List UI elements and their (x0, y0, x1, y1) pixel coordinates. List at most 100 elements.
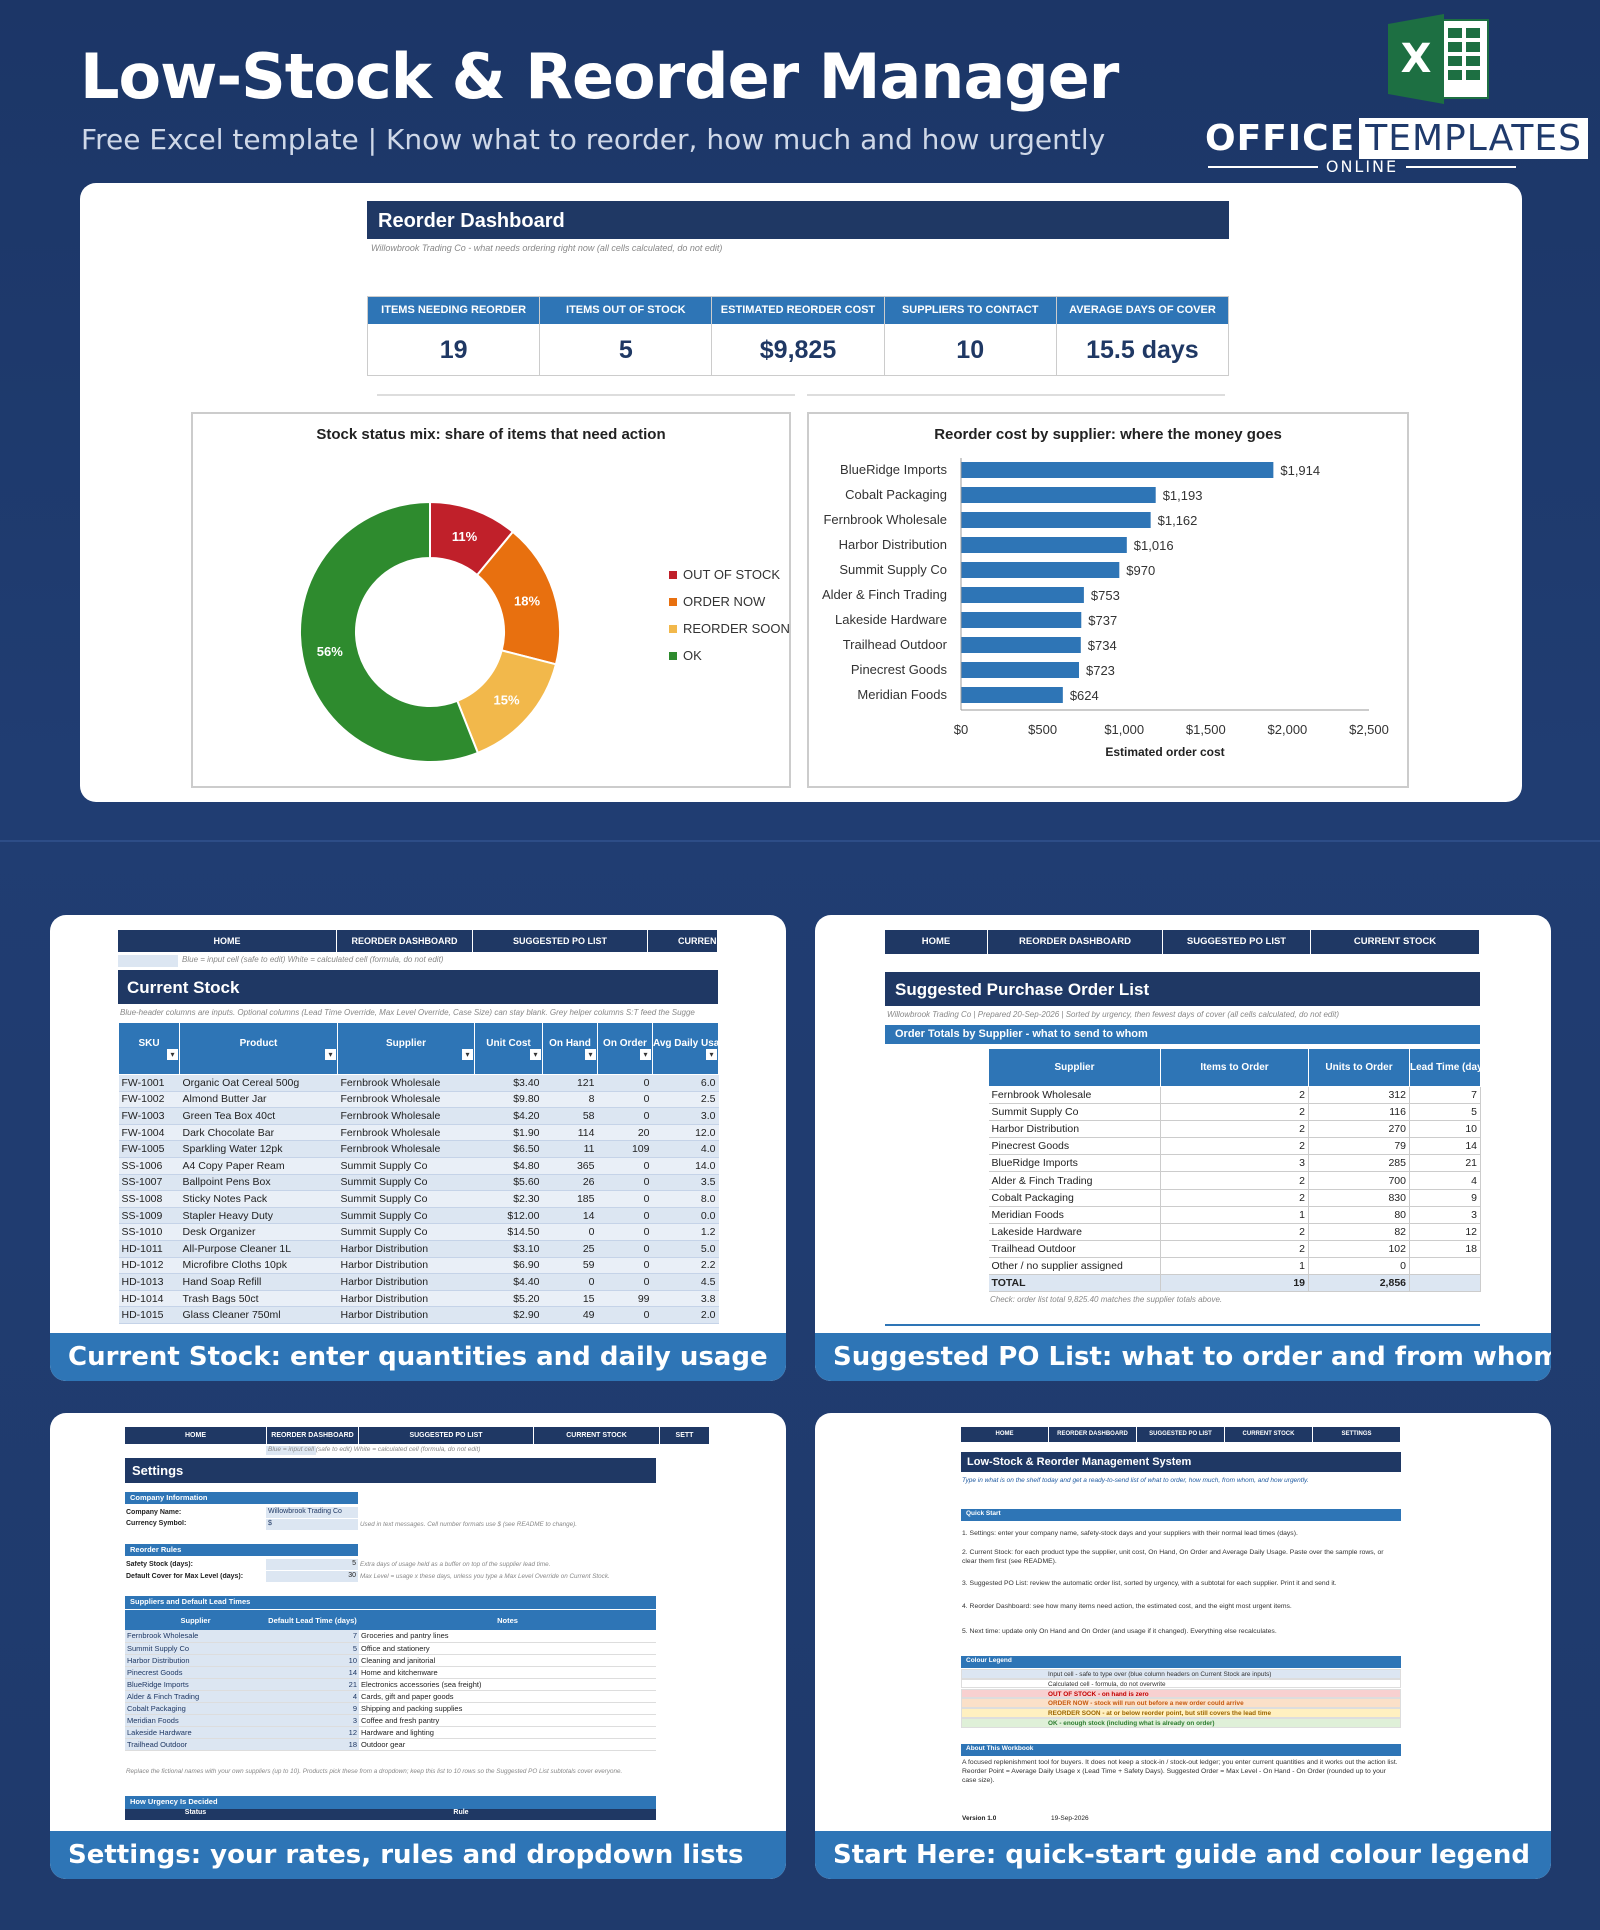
filter-dropdown-icon[interactable]: ▾ (167, 1048, 178, 1060)
table-cell[interactable]: Desk Organizer (179, 1223, 338, 1241)
table-cell[interactable]: Summit Supply Co (337, 1157, 475, 1175)
nav-settings[interactable]: SETT (660, 1427, 710, 1444)
table-cell[interactable]: 20 (597, 1124, 653, 1142)
table-cell[interactable]: 0 (597, 1273, 653, 1291)
table-cell[interactable]: 59 (542, 1257, 598, 1275)
table-cell[interactable]: 14.0 (652, 1157, 719, 1175)
table-cell[interactable]: 12.0 (652, 1124, 719, 1142)
filter-dropdown-icon[interactable]: ▾ (325, 1048, 336, 1060)
table-cell[interactable]: Green Tea Box 40ct (179, 1107, 338, 1125)
nav-reorder-dashboard[interactable]: REORDER DASHBOARD (1049, 1427, 1137, 1442)
default-cover-input[interactable]: 30 (266, 1571, 358, 1582)
filter-dropdown-icon[interactable]: ▾ (640, 1048, 651, 1060)
nav-home[interactable]: HOME (961, 1427, 1049, 1442)
nav-suggested-po[interactable]: SUGGESTED PO LIST (359, 1427, 534, 1444)
table-cell[interactable]: Fernbrook Wholesale (337, 1091, 475, 1109)
table-cell[interactable]: 0 (597, 1091, 653, 1109)
table-cell[interactable]: 2.2 (652, 1257, 719, 1275)
table-cell[interactable]: 8.0 (652, 1190, 719, 1208)
table-cell[interactable]: $4.80 (474, 1157, 543, 1175)
table-cell[interactable]: 10 (266, 1654, 359, 1667)
nav-home[interactable]: HOME (118, 930, 337, 952)
table-cell[interactable]: 3 (266, 1714, 359, 1727)
table-cell[interactable]: Sparkling Water 12pk (179, 1140, 338, 1158)
table-cell[interactable]: 0 (542, 1273, 598, 1291)
table-cell[interactable]: $2.30 (474, 1190, 543, 1208)
table-cell[interactable]: Harbor Distribution (337, 1257, 475, 1275)
filter-dropdown-icon[interactable]: ▾ (706, 1048, 717, 1060)
table-cell[interactable]: 4.5 (652, 1273, 719, 1291)
table-cell[interactable]: 0 (597, 1157, 653, 1175)
nav-home[interactable]: HOME (125, 1427, 267, 1444)
table-cell[interactable]: 12 (266, 1726, 359, 1739)
table-cell[interactable]: SS-1006 (118, 1157, 180, 1175)
table-cell[interactable]: 114 (542, 1124, 598, 1142)
table-cell[interactable]: 109 (597, 1140, 653, 1158)
table-cell[interactable]: 7 (266, 1630, 359, 1643)
nav-current-stock[interactable]: CURREN (648, 930, 718, 952)
nav-home[interactable]: HOME (885, 930, 988, 954)
table-cell[interactable]: $1.90 (474, 1124, 543, 1142)
table-cell[interactable]: 4.0 (652, 1140, 719, 1158)
table-cell[interactable]: 121 (542, 1074, 598, 1092)
nav-suggested-po[interactable]: SUGGESTED PO LIST (1137, 1427, 1225, 1442)
table-cell[interactable]: Meridian Foods (125, 1714, 266, 1727)
table-cell[interactable]: $3.40 (474, 1074, 543, 1092)
table-cell[interactable]: 14 (542, 1207, 598, 1225)
nav-reorder-dashboard[interactable]: REORDER DASHBOARD (267, 1427, 359, 1444)
table-cell[interactable]: BlueRidge Imports (125, 1678, 266, 1691)
nav-suggested-po[interactable]: SUGGESTED PO LIST (1163, 930, 1311, 954)
table-cell[interactable]: $6.90 (474, 1257, 543, 1275)
table-cell[interactable]: 2.0 (652, 1306, 719, 1324)
table-cell[interactable]: 0 (597, 1190, 653, 1208)
table-cell[interactable]: 21 (266, 1678, 359, 1691)
table-cell[interactable]: 26 (542, 1174, 598, 1192)
filter-dropdown-icon[interactable]: ▾ (585, 1048, 596, 1060)
table-cell[interactable]: $3.10 (474, 1240, 543, 1258)
safety-stock-input[interactable]: 5 (266, 1559, 358, 1570)
table-cell[interactable]: 0 (597, 1223, 653, 1241)
table-cell[interactable]: Fernbrook Wholesale (337, 1107, 475, 1125)
table-cell[interactable]: 6.0 (652, 1074, 719, 1092)
table-cell[interactable]: 8 (542, 1091, 598, 1109)
nav-current-stock[interactable]: CURRENT STOCK (534, 1427, 660, 1444)
table-cell[interactable]: Organic Oat Cereal 500g (179, 1074, 338, 1092)
table-cell[interactable]: 0.0 (652, 1207, 719, 1225)
table-cell[interactable]: Dark Chocolate Bar (179, 1124, 338, 1142)
table-cell[interactable]: 3.0 (652, 1107, 719, 1125)
filter-dropdown-icon[interactable]: ▾ (462, 1048, 473, 1060)
table-cell[interactable]: 185 (542, 1190, 598, 1208)
table-cell[interactable]: 2.5 (652, 1091, 719, 1109)
nav-current-stock[interactable]: CURRENT STOCK (1311, 930, 1480, 954)
table-cell[interactable]: Fernbrook Wholesale (337, 1074, 475, 1092)
table-cell[interactable]: 0 (597, 1257, 653, 1275)
table-cell[interactable]: Summit Supply Co (337, 1207, 475, 1225)
table-cell[interactable]: 0 (597, 1074, 653, 1092)
table-cell[interactable]: $5.20 (474, 1290, 543, 1308)
filter-dropdown-icon[interactable]: ▾ (530, 1048, 541, 1060)
table-cell[interactable]: $4.40 (474, 1273, 543, 1291)
table-cell[interactable]: 3.5 (652, 1174, 719, 1192)
table-cell[interactable]: 0 (597, 1174, 653, 1192)
table-cell[interactable]: Trailhead Outdoor (125, 1738, 266, 1751)
table-cell[interactable]: Lakeside Hardware (125, 1726, 266, 1739)
table-cell[interactable]: HD-1012 (118, 1257, 180, 1275)
table-cell[interactable]: 14 (266, 1666, 359, 1679)
table-cell[interactable]: 3.8 (652, 1290, 719, 1308)
table-cell[interactable]: HD-1014 (118, 1290, 180, 1308)
table-cell[interactable]: 99 (597, 1290, 653, 1308)
nav-current-stock[interactable]: CURRENT STOCK (1225, 1427, 1313, 1442)
nav-settings[interactable]: SETTINGS (1313, 1427, 1401, 1442)
table-cell[interactable]: SS-1008 (118, 1190, 180, 1208)
table-cell[interactable]: HD-1011 (118, 1240, 180, 1258)
table-cell[interactable]: Glass Cleaner 750ml (179, 1306, 338, 1324)
table-cell[interactable]: Ballpoint Pens Box (179, 1174, 338, 1192)
table-cell[interactable]: $12.00 (474, 1207, 543, 1225)
table-cell[interactable]: 4 (266, 1690, 359, 1703)
table-cell[interactable]: 5.0 (652, 1240, 719, 1258)
table-cell[interactable]: Almond Butter Jar (179, 1091, 338, 1109)
table-cell[interactable]: $6.50 (474, 1140, 543, 1158)
table-cell[interactable]: Sticky Notes Pack (179, 1190, 338, 1208)
table-cell[interactable]: $5.60 (474, 1174, 543, 1192)
table-cell[interactable]: Summit Supply Co (337, 1190, 475, 1208)
